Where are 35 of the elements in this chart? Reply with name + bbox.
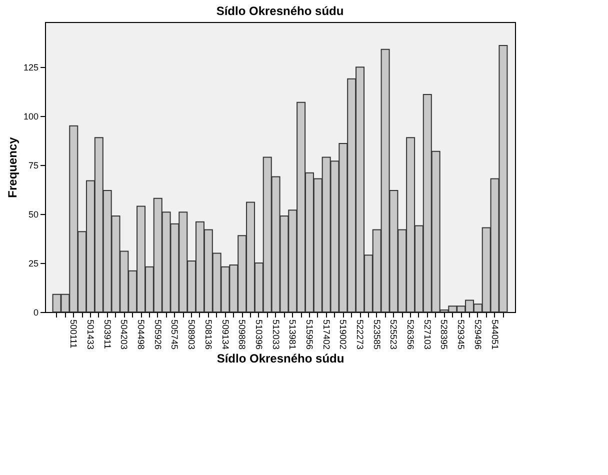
y-tick-label: 125 <box>23 62 38 73</box>
x-tick-label: 522273 <box>355 320 366 350</box>
x-tick-label: 508903 <box>186 320 197 350</box>
x-tick-label: 529345 <box>456 320 466 350</box>
y-tick-label: 50 <box>28 210 38 220</box>
x-tick-label: 526356 <box>406 320 416 350</box>
x-tick-label: 501433 <box>85 320 96 350</box>
x-tick-label: 505745 <box>170 320 180 350</box>
x-tick-label: 527103 <box>422 320 432 350</box>
x-tick-label: 504498 <box>136 320 146 350</box>
y-tick-label: 25 <box>28 258 38 269</box>
x-tick-label: 519002 <box>338 320 348 350</box>
x-tick-label: 525523 <box>388 320 399 350</box>
x-tick-label: 500111 <box>68 320 79 348</box>
x-tick-label: 517402 <box>321 320 332 350</box>
x-tick-label: 515956 <box>304 320 314 350</box>
y-tick-label: 0 <box>33 308 38 318</box>
x-tick-label: 528395 <box>439 320 450 350</box>
chart-title: Sídlo Okresného súdu <box>216 4 344 18</box>
x-tick-label: 512033 <box>270 320 281 350</box>
y-tick-label: 100 <box>23 112 38 122</box>
y-tick-label: 75 <box>28 160 38 171</box>
x-tick-label: 508136 <box>203 320 214 350</box>
x-tick-label: 509868 <box>237 320 248 350</box>
x-tick-label: 544051 <box>490 320 500 350</box>
x-tick-label: 513981 <box>288 320 298 350</box>
x-tick-label: 505926 <box>152 320 163 350</box>
y-axis-title: Frequency <box>5 136 20 198</box>
x-tick-label: 509134 <box>220 320 230 350</box>
x-axis-title: Sídlo Okresného súdu <box>216 352 344 366</box>
x-tick-label: 529496 <box>472 320 483 350</box>
x-tick-label: 503911 <box>102 320 112 349</box>
x-tick-label: 523585 <box>372 320 382 350</box>
x-tick-label: 504203 <box>119 320 130 350</box>
x-tick-label: 510396 <box>254 320 264 350</box>
